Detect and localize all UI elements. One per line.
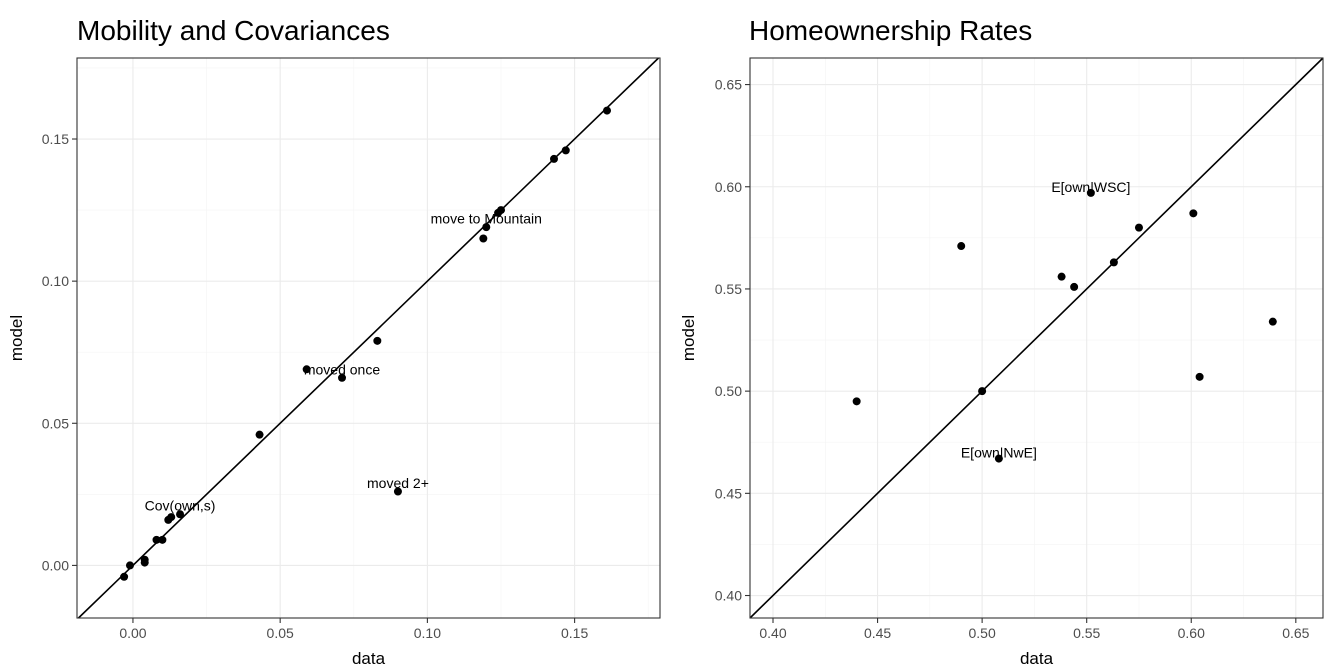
reference-line-45deg (77, 57, 660, 619)
data-point (482, 223, 491, 232)
data-point (1086, 188, 1095, 197)
chart-title: Homeownership Rates (749, 15, 1032, 46)
x-tick-label: 0.00 (119, 625, 146, 641)
point-annotation: Cov(own,s) (145, 498, 216, 514)
data-point (1195, 372, 1204, 381)
data-point (152, 535, 161, 544)
x-tick-label: 0.45 (864, 625, 891, 641)
plot-frame (76, 57, 661, 619)
data-point (550, 154, 558, 163)
point-annotation: moved once (304, 361, 380, 377)
x-tick-label: 0.05 (267, 625, 294, 641)
y-tick-label: 0.15 (42, 131, 69, 147)
chart-title: Mobility and Covariances (77, 15, 390, 46)
y-tick-label: 0.55 (715, 281, 742, 297)
data-point (1268, 317, 1277, 326)
y-tick-label: 0.40 (715, 588, 742, 604)
data-point (1057, 272, 1066, 281)
data-point (176, 510, 185, 519)
data-point (1070, 282, 1079, 291)
data-point (1134, 223, 1143, 232)
data-point (120, 572, 129, 581)
data-point (479, 234, 488, 243)
point-annotation: moved 2+ (367, 475, 429, 491)
data-point (302, 365, 311, 374)
x-tick-label: 0.65 (1282, 625, 1309, 641)
y-tick-label: 0.45 (715, 485, 742, 501)
x-tick-label: 0.40 (759, 625, 786, 641)
data-point (603, 106, 611, 115)
x-axis-title: data (352, 649, 386, 668)
point-annotation: E[own|NwE] (961, 444, 1037, 460)
point-annotation: move to Mountain (431, 211, 542, 227)
y-axis-title: model (7, 315, 26, 361)
x-tick-label: 0.15 (561, 625, 588, 641)
data-point (978, 387, 987, 396)
x-tick-label: 0.55 (1073, 625, 1100, 641)
data-point (255, 430, 264, 439)
data-point (494, 208, 503, 217)
reference-line-45deg (749, 57, 1324, 619)
data-point (852, 397, 861, 406)
data-point (373, 336, 382, 345)
plot-frame (749, 57, 1324, 619)
x-tick-label: 0.60 (1178, 625, 1205, 641)
data-point (994, 454, 1003, 463)
data-point (126, 561, 134, 570)
data-point (957, 242, 966, 251)
x-tick-label: 0.10 (414, 625, 441, 641)
y-tick-label: 0.60 (715, 179, 742, 195)
y-axis-title: model (679, 315, 698, 361)
chart-panel-2: Homeownership Rates 0.40 0.45 0.50 0.55 0.60 0… (679, 15, 1324, 668)
x-axis-title: data (1020, 649, 1054, 668)
point-annotation: E[own|WSC] (1051, 179, 1130, 195)
y-tick-label: 0.50 (715, 383, 742, 399)
data-point (140, 558, 149, 567)
data-point (164, 515, 173, 524)
data-point (158, 535, 167, 544)
y-tick-label: 0.05 (42, 415, 69, 431)
data-point (561, 146, 570, 155)
data-point (393, 487, 402, 496)
chart-panel-1: Mobility and Covariances 0.00 0.05 0.10 0.15… (7, 15, 661, 668)
y-tick-label: 0.10 (42, 273, 69, 289)
x-tick-label: 0.50 (969, 625, 996, 641)
y-tick-label: 0.65 (715, 77, 742, 93)
data-point (1109, 258, 1118, 267)
data-point (338, 373, 346, 382)
data-point (1189, 209, 1198, 218)
y-tick-label: 0.00 (42, 557, 69, 573)
